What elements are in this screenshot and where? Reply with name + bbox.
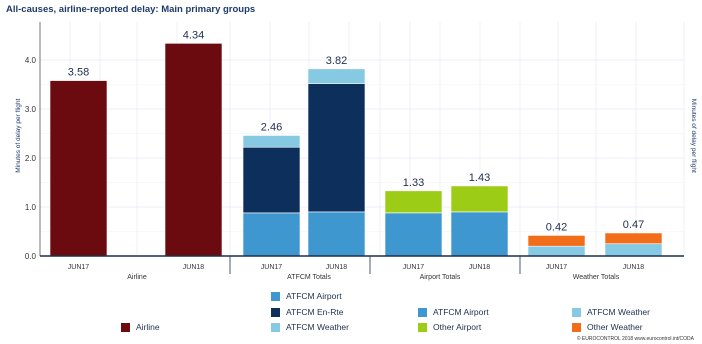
bar-total-label: 0.42: [546, 221, 567, 233]
bar-segment-atfcm-weather: [242, 135, 301, 148]
bar-total-label: 1.33: [403, 177, 424, 189]
x-tick-label: JUN17: [261, 264, 283, 271]
x-tick-label: JUN18: [623, 264, 645, 271]
bar-total-label: 3.82: [326, 55, 347, 67]
y-tick-label: 1.0: [25, 203, 37, 212]
x-group-label: Airline: [127, 274, 147, 281]
bar-total-label: 3.58: [68, 67, 89, 79]
bar-segment-atfcm-airport: [450, 211, 509, 257]
bar-segment-atfcm-weather: [527, 245, 586, 257]
bar-total-label: 1.43: [469, 172, 490, 184]
bar-segment-atfcm-en-rte: [307, 83, 366, 213]
y-tick-label: 3.0: [25, 105, 37, 114]
bar-segment-atfcm-weather: [604, 243, 663, 257]
x-group-label: Airport Totals: [420, 274, 461, 281]
copyright-notice: © EUROCONTROL 2018 www.eurocontrol.int/C…: [576, 336, 694, 342]
y-tick-label: 2.0: [25, 154, 37, 163]
bar-segment-other-airport: [384, 190, 443, 214]
y-axis-title-right: Minutes of delay per flight: [690, 99, 697, 173]
bar-segment-atfcm-en-rte: [242, 146, 301, 214]
x-tick-label: JUN17: [403, 264, 425, 271]
x-tick-label: JUN18: [469, 264, 491, 271]
chart-title: All-causes, airline-reported delay: Main…: [6, 4, 256, 15]
bar-segment-other-weather: [527, 235, 586, 247]
x-group-label: ATFCM Totals: [287, 274, 331, 281]
bar-total-label: 2.46: [261, 121, 282, 133]
bar-segment-other-airport: [450, 185, 509, 213]
x-tick-label: JUN17: [68, 264, 90, 271]
bar-segment-other-weather: [604, 232, 663, 245]
x-group-label: Weather Totals: [573, 274, 620, 281]
x-tick-label: JUN18: [326, 264, 348, 271]
y-tick-label: 4.0: [25, 56, 37, 65]
bar-segment-atfcm-airport: [242, 212, 301, 257]
y-axis-title-left: Minutes of delay per flight: [15, 99, 22, 173]
bar-segment-atfcm-weather: [307, 68, 366, 84]
bar-total-label: 4.34: [183, 29, 204, 41]
bar-segment-atfcm-airport: [384, 212, 443, 257]
x-tick-label: JUN17: [546, 264, 568, 271]
bar-segment-atfcm-airport: [307, 211, 366, 257]
x-tick-label: JUN18: [183, 264, 205, 271]
bar-total-label: 0.47: [623, 219, 644, 231]
y-tick-label: 0.0: [25, 252, 37, 261]
bar-segment-airline: [49, 80, 108, 257]
bar-segment-airline: [164, 43, 223, 257]
